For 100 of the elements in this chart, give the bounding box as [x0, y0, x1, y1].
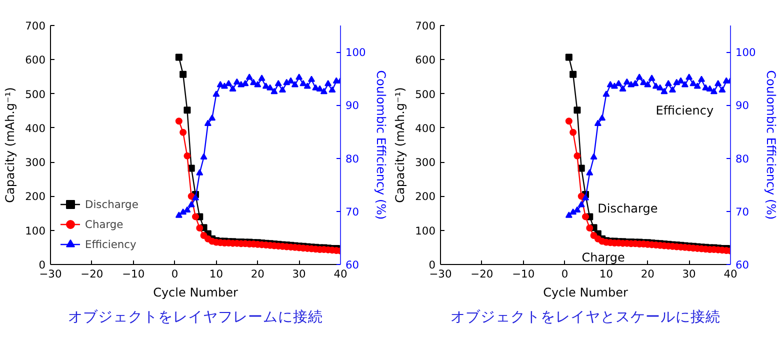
point	[648, 74, 656, 81]
point	[632, 80, 639, 86]
legend-label: Efficiency	[85, 238, 136, 250]
point	[225, 80, 232, 86]
point	[175, 118, 182, 125]
point	[681, 81, 688, 88]
y-tick-label: 200	[25, 190, 46, 204]
point	[636, 74, 643, 80]
point	[196, 224, 204, 232]
series-label: Charge	[582, 250, 625, 264]
x-tick-label: 40	[724, 268, 738, 280]
point	[611, 82, 618, 89]
x-tick-label: −20	[80, 268, 104, 280]
point	[242, 80, 249, 86]
point	[192, 194, 199, 200]
point	[320, 88, 328, 94]
y-tick-label: 700	[415, 20, 436, 32]
y-axis-title: Capacity (mAh.g⁻¹)	[3, 87, 18, 203]
y-tick-label: 400	[25, 122, 46, 135]
point	[586, 169, 594, 176]
x-axis-title: Cycle Number	[153, 286, 238, 300]
point	[590, 153, 598, 160]
point	[208, 114, 216, 121]
x-tick-label: 20	[640, 268, 655, 280]
point	[184, 206, 191, 213]
point	[586, 224, 594, 232]
x-tick-label: 30	[682, 268, 696, 280]
y2-tick-label: 90	[346, 99, 360, 112]
point	[279, 86, 286, 93]
point	[570, 70, 577, 78]
y-tick-label: 100	[25, 224, 46, 238]
point	[180, 208, 187, 215]
point	[188, 201, 195, 208]
point	[714, 80, 722, 86]
point	[304, 82, 311, 89]
point	[565, 118, 572, 125]
point	[574, 206, 581, 213]
legend-label: Discharge	[85, 198, 138, 210]
point	[212, 90, 220, 97]
x-tick-label: −10	[512, 268, 535, 280]
legend-label: Charge	[85, 218, 124, 230]
y2-tick-label: 60	[736, 258, 750, 272]
x-tick-label: 0	[561, 268, 568, 280]
point	[328, 86, 336, 93]
y-tick-label: 700	[25, 20, 46, 32]
point	[192, 213, 199, 220]
point	[300, 80, 307, 86]
point	[258, 74, 266, 81]
point	[615, 80, 622, 86]
y2-tick-label: 70	[736, 205, 750, 218]
y-tick-label: 600	[415, 54, 436, 67]
y-tick-label: 100	[415, 224, 436, 238]
y2-tick-label: 100	[736, 46, 756, 60]
point	[200, 153, 208, 160]
y-tick-label: 600	[25, 54, 46, 67]
point	[229, 85, 236, 92]
point	[565, 54, 572, 61]
point	[196, 169, 204, 176]
point	[266, 84, 274, 90]
y2-tick-label: 100	[346, 46, 366, 60]
x-tick-label: −20	[470, 268, 494, 280]
point	[175, 54, 182, 61]
point	[316, 85, 324, 92]
point	[274, 80, 282, 86]
y2-tick-label: 80	[736, 152, 750, 166]
point	[669, 86, 676, 93]
x-tick-label: 20	[250, 268, 265, 280]
y2-axis-title: Coulombic Efficiency (%)	[764, 70, 778, 220]
point	[184, 152, 191, 160]
point	[324, 80, 332, 86]
point	[578, 201, 585, 208]
x-tick-label: 0	[171, 268, 178, 280]
point	[656, 84, 664, 90]
x-axis-title: Cycle Number	[543, 286, 628, 300]
point	[574, 152, 581, 160]
text: オブジェクトをレイヤとスケールに接続	[450, 308, 720, 326]
point	[652, 82, 660, 89]
point	[175, 212, 182, 218]
point	[180, 70, 187, 78]
y-tick-label: 500	[25, 88, 46, 101]
point	[623, 78, 630, 85]
x-tick-label: 30	[292, 268, 306, 280]
point	[619, 85, 626, 92]
point	[598, 114, 606, 121]
point	[570, 128, 577, 136]
y-tick-label: 300	[415, 156, 436, 170]
y2-tick-label: 60	[346, 258, 360, 272]
series-label: Efficiency	[656, 104, 714, 118]
point	[574, 106, 581, 114]
point	[602, 90, 610, 97]
x-tick-label: 10	[209, 268, 224, 280]
y-tick-label: 200	[415, 190, 436, 204]
y-axis-title: Capacity (mAh.g⁻¹)	[393, 87, 408, 203]
point	[664, 80, 672, 86]
point	[291, 81, 298, 88]
point	[565, 212, 572, 218]
point	[308, 76, 315, 82]
point	[698, 76, 705, 82]
x-tick-label: 40	[334, 268, 348, 280]
point	[233, 78, 240, 85]
